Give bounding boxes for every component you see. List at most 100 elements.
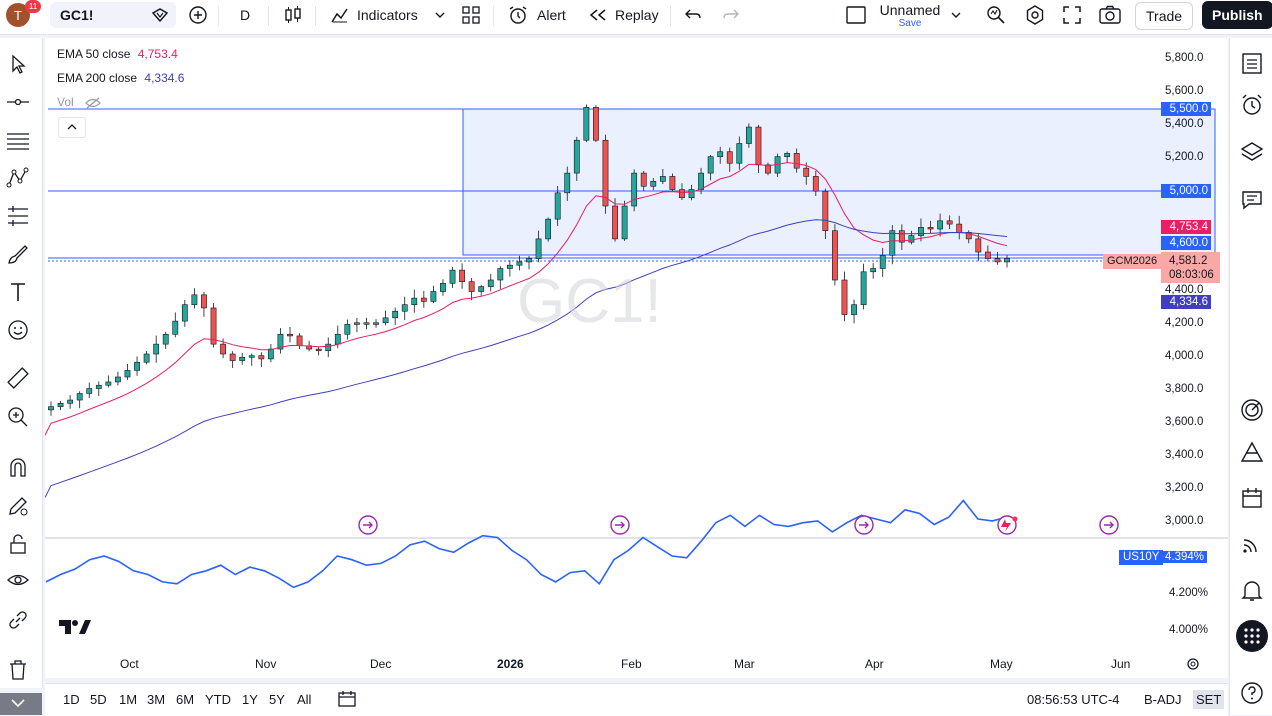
event-marker[interactable] — [1099, 515, 1119, 535]
stay-in-drawing-icon[interactable] — [6, 494, 30, 518]
date-range-icon[interactable] — [337, 690, 357, 708]
candle — [545, 218, 552, 240]
interval-button[interactable]: D — [240, 7, 251, 23]
collapse-toolbar-button[interactable] — [0, 693, 42, 715]
watchlist-icon[interactable] — [1240, 51, 1264, 75]
event-marker[interactable] — [854, 515, 874, 535]
candles-group — [48, 104, 1010, 416]
eye-off-icon[interactable] — [85, 97, 101, 109]
candle — [784, 153, 791, 157]
range-1m[interactable]: 1M — [119, 692, 138, 707]
link-icon[interactable] — [6, 608, 30, 632]
candle — [650, 181, 657, 187]
trend-line-icon[interactable] — [6, 90, 30, 114]
level-5000-tag[interactable]: 5,000.0 — [1161, 184, 1211, 198]
range-1y[interactable]: 1Y — [242, 692, 258, 707]
ema200-line — [45, 219, 1008, 498]
candle — [889, 230, 896, 256]
candle — [239, 356, 246, 361]
undo-icon[interactable] — [684, 7, 702, 23]
range-all[interactable]: All — [297, 692, 312, 707]
quick-search-icon[interactable] — [986, 5, 1006, 25]
settings-icon[interactable] — [1025, 5, 1045, 25]
tradingview-logo[interactable] — [59, 618, 91, 641]
axis-settings-icon[interactable] — [1187, 658, 1199, 670]
candle — [793, 153, 800, 169]
notifications-icon[interactable] — [1240, 578, 1264, 602]
brush-icon[interactable] — [6, 242, 30, 266]
target-icon[interactable] — [1240, 398, 1264, 422]
cursor-icon[interactable] — [6, 52, 30, 76]
range-5y[interactable]: 5Y — [269, 692, 285, 707]
text-icon[interactable] — [6, 280, 30, 304]
emoji-icon[interactable] — [6, 318, 30, 342]
adjustment-toggle[interactable]: B-ADJ — [1144, 692, 1182, 707]
candle-type-icon[interactable] — [283, 5, 303, 25]
eye-icon[interactable] — [6, 568, 30, 592]
alert-button[interactable]: Alert — [508, 0, 566, 30]
candle — [201, 294, 207, 309]
collapse-legend-button[interactable] — [58, 117, 86, 138]
range-box[interactable] — [462, 108, 1216, 256]
alerts-clock-icon[interactable] — [1240, 93, 1264, 117]
trash-icon[interactable] — [6, 658, 30, 682]
layout-icon[interactable] — [846, 6, 866, 24]
trade-button[interactable]: Trade — [1135, 2, 1194, 30]
fullscreen-icon[interactable] — [1063, 6, 1081, 24]
range-6m[interactable]: 6M — [176, 692, 195, 707]
range-5d[interactable]: 5D — [90, 692, 107, 707]
candle — [860, 271, 867, 305]
yield-tick: 4.000% — [1169, 624, 1209, 636]
publish-button[interactable]: Publish — [1202, 1, 1272, 29]
candle — [67, 399, 74, 404]
forecast-icon[interactable] — [6, 204, 30, 228]
calendar-icon[interactable] — [1240, 486, 1264, 510]
session-toggle[interactable]: SET — [1193, 690, 1225, 709]
chart-area[interactable]: GC1! EMA 50 close 4,753.4 EMA 200 close … — [45, 38, 1228, 678]
clock-timezone[interactable]: 08:56:53 UTC-4 — [1027, 692, 1120, 707]
event-marker-active[interactable] — [997, 515, 1018, 535]
chevron-down-icon[interactable] — [435, 11, 445, 19]
chat-icon[interactable] — [1240, 188, 1264, 212]
templates-icon[interactable] — [462, 6, 480, 24]
range-1d[interactable]: 1D — [63, 692, 80, 707]
pattern-icon[interactable] — [6, 166, 30, 190]
replay-button[interactable]: Replay — [589, 0, 659, 30]
indicators-button[interactable]: Indicators — [330, 0, 418, 30]
layers-icon[interactable] — [1240, 140, 1264, 164]
event-marker[interactable] — [358, 515, 378, 535]
level-5500-tag[interactable]: 5,500.0 — [1161, 102, 1211, 116]
candle — [717, 151, 724, 157]
fib-lines-icon[interactable] — [6, 128, 30, 152]
ideas-icon[interactable] — [1240, 441, 1264, 465]
ema200-legend[interactable]: EMA 200 close 4,334.6 — [57, 71, 185, 85]
candle — [707, 156, 714, 174]
range-ytd[interactable]: YTD — [205, 692, 231, 707]
candle — [468, 281, 475, 292]
lock-icon[interactable] — [6, 532, 30, 556]
compare-icon[interactable] — [151, 7, 169, 23]
price-tick: 3,400.0 — [1165, 449, 1204, 461]
ema50-legend[interactable]: EMA 50 close 4,753.4 — [57, 47, 178, 61]
chart-canvas[interactable] — [45, 38, 1228, 678]
add-symbol-icon[interactable] — [188, 5, 208, 25]
candle — [812, 176, 819, 192]
chevron-down-icon[interactable] — [951, 11, 961, 19]
ruler-icon[interactable] — [6, 366, 30, 390]
help-icon[interactable] — [1240, 681, 1264, 705]
time-tick: Apr — [865, 657, 884, 671]
range-3m[interactable]: 3M — [147, 692, 166, 707]
zoom-in-icon[interactable] — [6, 405, 30, 429]
price-tick: 5,600.0 — [1165, 85, 1204, 97]
streams-icon[interactable] — [1240, 532, 1264, 556]
magnet-icon[interactable] — [6, 456, 30, 480]
level-4600-tag[interactable]: 4,600.0 — [1161, 236, 1211, 250]
candle — [975, 238, 982, 253]
volume-legend[interactable]: Vol — [57, 95, 101, 109]
event-marker[interactable] — [610, 515, 630, 535]
layout-name[interactable]: Unnamed Save — [879, 2, 941, 30]
apps-button[interactable] — [1236, 620, 1268, 652]
symbol-search[interactable]: GC1! — [50, 2, 176, 28]
camera-icon[interactable] — [1099, 5, 1121, 25]
redo-icon[interactable] — [722, 7, 740, 23]
